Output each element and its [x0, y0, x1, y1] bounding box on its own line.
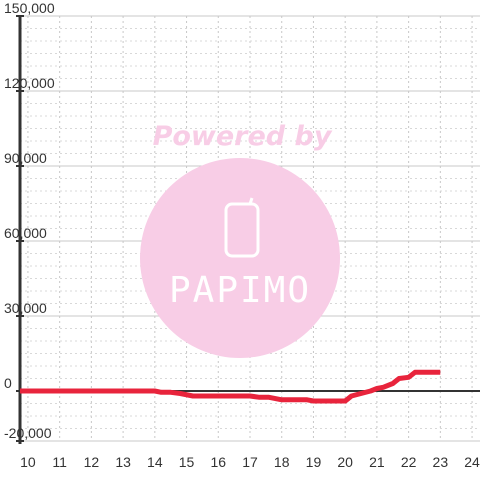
y-tick-label: 120,000	[4, 75, 55, 91]
y-tick-label: 150,000	[4, 0, 55, 16]
watermark-brand: PAPIMO	[169, 270, 311, 311]
y-tick-label: 0	[4, 375, 12, 391]
watermark-text: Powered by	[153, 121, 333, 152]
x-tick-label: 24	[464, 454, 480, 470]
x-tick-label: 15	[179, 454, 195, 470]
x-tick-label: 12	[84, 454, 100, 470]
y-tick-label: 60,000	[4, 225, 47, 241]
x-tick-label: 10	[20, 454, 36, 470]
phone-icon	[224, 202, 260, 258]
x-tick-label: 17	[242, 454, 258, 470]
y-tick-label: 30,000	[4, 300, 47, 316]
x-tick-label: 11	[52, 454, 67, 470]
x-tick-label: 14	[147, 454, 163, 470]
watermark: Powered by PAPIMO	[140, 121, 340, 358]
x-tick-label: 20	[337, 454, 353, 470]
tick-labels: -20,000 0 30,000 60,000 90,000 120,000 150,000…	[4, 0, 480, 470]
y-tick-label: 90,000	[4, 150, 47, 166]
series-line	[20, 369, 441, 404]
y-tick-label: -20,000	[4, 425, 52, 441]
phone-antenna-icon	[248, 197, 254, 205]
watermark-logo-circle	[140, 158, 340, 358]
x-tick-label: 23	[433, 454, 449, 470]
x-tick-label: 18	[274, 454, 290, 470]
x-tick-label: 16	[210, 454, 226, 470]
x-tick-label: 21	[369, 454, 385, 470]
x-tick-label: 22	[401, 454, 417, 470]
x-tick-label: 13	[115, 454, 131, 470]
x-tick-label: 19	[306, 454, 322, 470]
series-layer	[20, 369, 441, 404]
